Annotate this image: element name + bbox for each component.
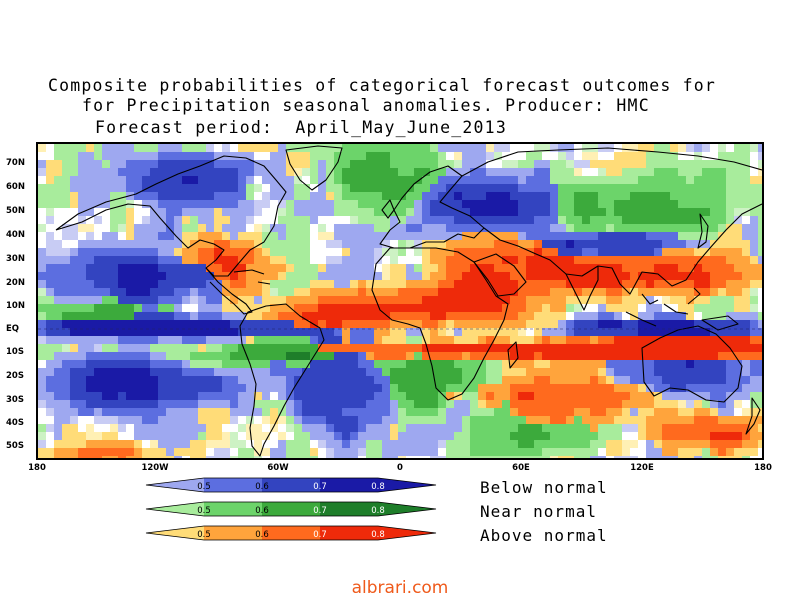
coastline-greenland (285, 145, 343, 191)
lat-label: 50S (6, 441, 24, 451)
scale-segment (262, 502, 320, 516)
coastline-africa (371, 247, 509, 401)
coastline-north-america (55, 155, 287, 277)
coastline-caribbean (233, 269, 271, 285)
scale-segment (320, 502, 378, 516)
lon-label: 0 (397, 463, 403, 473)
scale-tick: 0.5 (197, 482, 211, 492)
scale-tick: 0.6 (255, 482, 269, 492)
lon-label: 120E (630, 463, 654, 473)
scale-below: 0.5 0.6 0.7 0.8 (145, 477, 437, 493)
scale-tick: 0.8 (371, 530, 385, 540)
scale-near: 0.5 0.6 0.7 0.8 (145, 501, 437, 517)
scale-tick: 0.8 (371, 506, 385, 516)
lat-label: 30N (6, 254, 25, 264)
legend-label-above: Above normal (480, 526, 608, 545)
scale-tick: 0.6 (255, 530, 269, 540)
scale-segment (320, 478, 378, 492)
lat-label: EQ (6, 324, 20, 334)
coastline-south-america (239, 303, 325, 457)
lat-label: 10N (6, 301, 25, 311)
scale-segment (262, 478, 320, 492)
scale-segment (204, 502, 262, 516)
scale-tick: 0.5 (197, 506, 211, 516)
coastline-australia (641, 325, 743, 403)
coastline-central-america (205, 267, 253, 315)
scale-segment (204, 526, 262, 540)
scale-tick: 0.7 (313, 530, 327, 540)
scale-segment (146, 478, 204, 492)
lat-label: 60N (6, 182, 25, 192)
lat-label: 40S (6, 418, 24, 428)
scale-tick: 0.6 (255, 506, 269, 516)
coastline-asia (461, 147, 762, 295)
legend-label-near: Near normal (480, 502, 597, 521)
scale-tick: 0.5 (197, 530, 211, 540)
scale-segment (378, 502, 436, 516)
scale-tick: 0.7 (313, 506, 327, 516)
coastline-europe (379, 165, 485, 249)
lat-label: 50N (6, 206, 25, 216)
lat-label: 30S (6, 395, 24, 405)
scale-segment (378, 526, 436, 540)
scale-segment (378, 478, 436, 492)
lon-label: 180 (28, 463, 46, 473)
scale-segment (146, 526, 204, 540)
scale-segment (146, 502, 204, 516)
lon-label: 60E (512, 463, 530, 473)
lat-label: 10S (6, 347, 24, 357)
map-panel (36, 142, 764, 460)
scale-above: 0.5 0.6 0.7 0.8 (145, 525, 437, 541)
scale-segment (262, 526, 320, 540)
coastline-india (565, 266, 599, 311)
scale-tick: 0.8 (371, 482, 385, 492)
lat-label: 20N (6, 278, 25, 288)
forecast-period: Forecast period: April_May_June_2013 (95, 118, 507, 137)
lat-label: 70N (6, 158, 25, 168)
scale-segment (320, 526, 378, 540)
scale-segment (204, 478, 262, 492)
lon-label: 180 (754, 463, 772, 473)
coastline-arabia (473, 253, 527, 297)
lat-label: 40N (6, 230, 25, 240)
lat-label: 20S (6, 371, 24, 381)
coastline-new-zealand (745, 397, 761, 435)
coastline-indonesia (625, 287, 739, 331)
coastline-madagascar (507, 341, 519, 369)
title-line-2: for Precipitation seasonal anomalies. Pr… (82, 96, 650, 115)
lon-label: 120W (141, 463, 169, 473)
anomaly-map (38, 144, 762, 458)
title-line-1: Composite probabilities of categorical f… (48, 76, 717, 95)
watermark: albrari.com (351, 578, 449, 598)
lon-label: 60W (267, 463, 289, 473)
scale-tick: 0.7 (313, 482, 327, 492)
coastline-japan (697, 213, 709, 249)
coastline-british-isles (381, 199, 395, 219)
legend-label-below: Below normal (480, 478, 608, 497)
